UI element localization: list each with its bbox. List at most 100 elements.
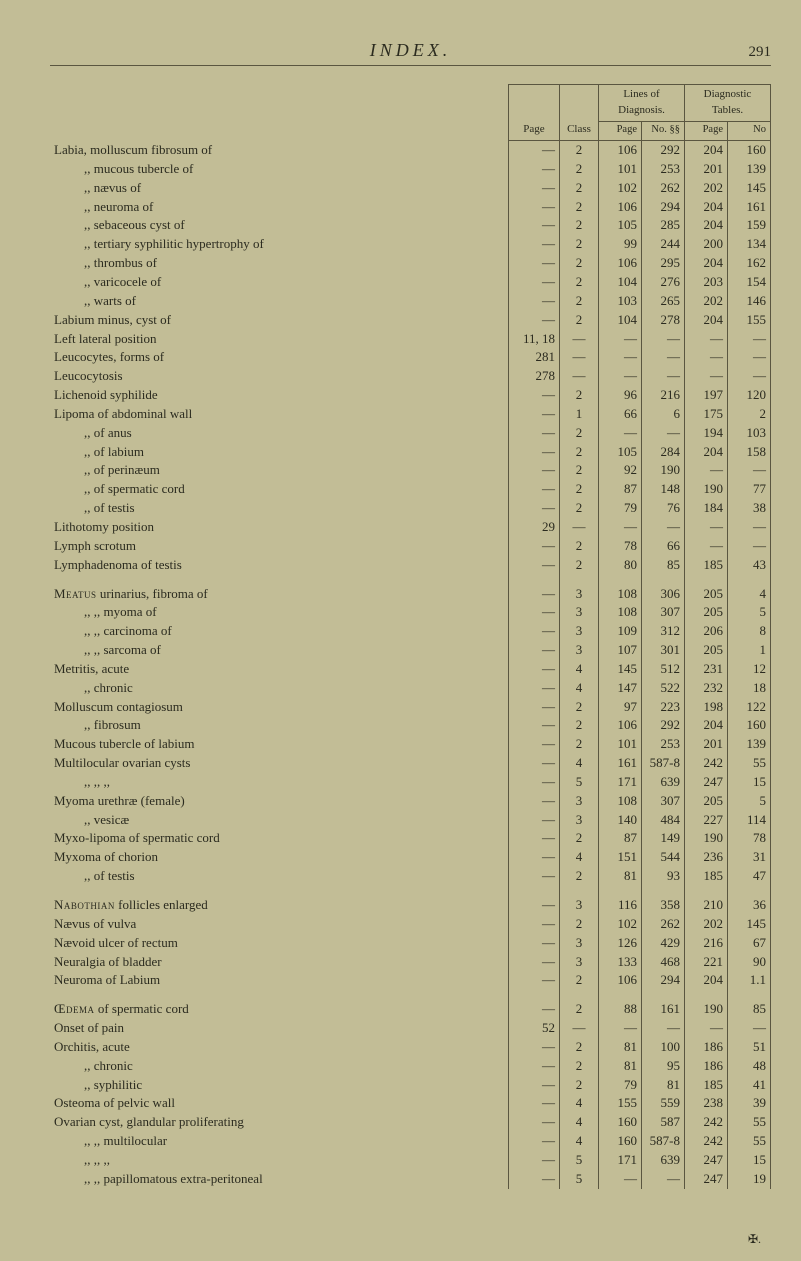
lines-page-value: — (599, 330, 642, 349)
running-head-title: INDEX. (90, 40, 731, 61)
lines-no-value: 484 (642, 811, 685, 830)
diag-page-value: 206 (685, 622, 728, 641)
lines-page-value: 126 (599, 934, 642, 953)
lines-no-value: 223 (642, 698, 685, 717)
entry-text: Lichenoid syphilide (54, 386, 164, 405)
class-value: 3 (560, 811, 599, 830)
lines-page-value: 155 (599, 1094, 642, 1113)
lines-page-value: 87 (599, 829, 642, 848)
class-value: 2 (560, 556, 599, 575)
class-value: 5 (560, 1151, 599, 1170)
diag-page-value: 186 (685, 1038, 728, 1057)
diag-page-value: 205 (685, 603, 728, 622)
class-value: 2 (560, 424, 599, 443)
entry-text: ,, vesicæ (84, 811, 135, 830)
diag-no-value: — (728, 461, 771, 480)
index-table: Page Class Lines of Diagnosis. Diagnosti… (50, 84, 771, 1189)
lines-page-value: 161 (599, 754, 642, 773)
class-value: — (560, 348, 599, 367)
lines-page-value: — (599, 1170, 642, 1189)
diag-no-value: 5 (728, 792, 771, 811)
lines-no-value: 100 (642, 1038, 685, 1057)
leader-dots (142, 911, 504, 930)
diag-no-value: 161 (728, 198, 771, 217)
page-value: — (509, 1132, 560, 1151)
page-value: — (509, 811, 560, 830)
diag-no-value: 139 (728, 160, 771, 179)
diag-no-value: 48 (728, 1057, 771, 1076)
class-value: 3 (560, 585, 599, 604)
diag-no-value: — (728, 518, 771, 537)
diag-page-value: 231 (685, 660, 728, 679)
diag-no-value: 55 (728, 1132, 771, 1151)
class-value: 2 (560, 1000, 599, 1019)
page-value: — (509, 1113, 560, 1132)
lines-no-value: 294 (642, 971, 685, 990)
diag-no-value: 2 (728, 405, 771, 424)
entry-text: ,, thrombus of (84, 254, 163, 273)
class-value: 2 (560, 499, 599, 518)
diag-no-value: 51 (728, 1038, 771, 1057)
leader-dots (148, 1072, 504, 1091)
diag-page-value: 204 (685, 141, 728, 160)
class-value: 5 (560, 773, 599, 792)
leader-dots (116, 1147, 504, 1166)
entry-text: Labia, molluscum fibrosum of (54, 141, 218, 160)
class-value: 2 (560, 254, 599, 273)
diag-no-value: 122 (728, 698, 771, 717)
diag-page-value: 203 (685, 273, 728, 292)
diag-no-value: 36 (728, 896, 771, 915)
class-value: 2 (560, 216, 599, 235)
page-value: — (509, 405, 560, 424)
leader-dots (136, 1034, 504, 1053)
diag-page-value: 242 (685, 1113, 728, 1132)
table-row: ,, of testis—2819318547 (50, 867, 771, 886)
leader-dots (218, 137, 504, 156)
diag-no-value: 4 (728, 585, 771, 604)
diag-no-value: 145 (728, 179, 771, 198)
diag-page-value: — (685, 330, 728, 349)
lines-no-value: 587 (642, 1113, 685, 1132)
diag-no-value: — (728, 330, 771, 349)
lines-no-value: 429 (642, 934, 685, 953)
entry-text: ,, of perinæum (84, 461, 166, 480)
class-value: 2 (560, 1038, 599, 1057)
lines-no-value: 306 (642, 585, 685, 604)
diag-page-value: 242 (685, 754, 728, 773)
diag-no-value: 15 (728, 1151, 771, 1170)
class-value: 3 (560, 934, 599, 953)
class-value: 3 (560, 641, 599, 660)
class-value: 2 (560, 716, 599, 735)
class-value: 2 (560, 867, 599, 886)
lines-page-value: — (599, 518, 642, 537)
lines-no-value: 66 (642, 537, 685, 556)
diag-page-value: 175 (685, 405, 728, 424)
diag-no-value: 146 (728, 292, 771, 311)
lines-page-value: 107 (599, 641, 642, 660)
leader-dots (159, 194, 504, 213)
leader-dots (199, 156, 504, 175)
entry-text: ,, of labium (84, 443, 150, 462)
leader-dots (173, 1128, 504, 1147)
leader-dots (167, 269, 504, 288)
diag-page-value: 197 (685, 386, 728, 405)
diag-page-value: 200 (685, 235, 728, 254)
class-value: — (560, 330, 599, 349)
diag-page-value: 205 (685, 585, 728, 604)
lines-no-value: 587-8 (642, 754, 685, 773)
diag-page-value: 236 (685, 848, 728, 867)
leader-dots (147, 175, 504, 194)
lines-page-value: 102 (599, 915, 642, 934)
entry-cell: Lymphadenoma of testis (50, 556, 509, 575)
lines-page-value: 103 (599, 292, 642, 311)
diag-page-value: 210 (685, 896, 728, 915)
diag-no-value: 5 (728, 603, 771, 622)
page-value: — (509, 499, 560, 518)
lines-no-value: 76 (642, 499, 685, 518)
page-value: — (509, 1094, 560, 1113)
page-value: — (509, 160, 560, 179)
lines-no-value: 544 (642, 848, 685, 867)
diag-page-value: 204 (685, 216, 728, 235)
lines-no-value: 301 (642, 641, 685, 660)
entry-text: Onset of pain (54, 1019, 130, 1038)
